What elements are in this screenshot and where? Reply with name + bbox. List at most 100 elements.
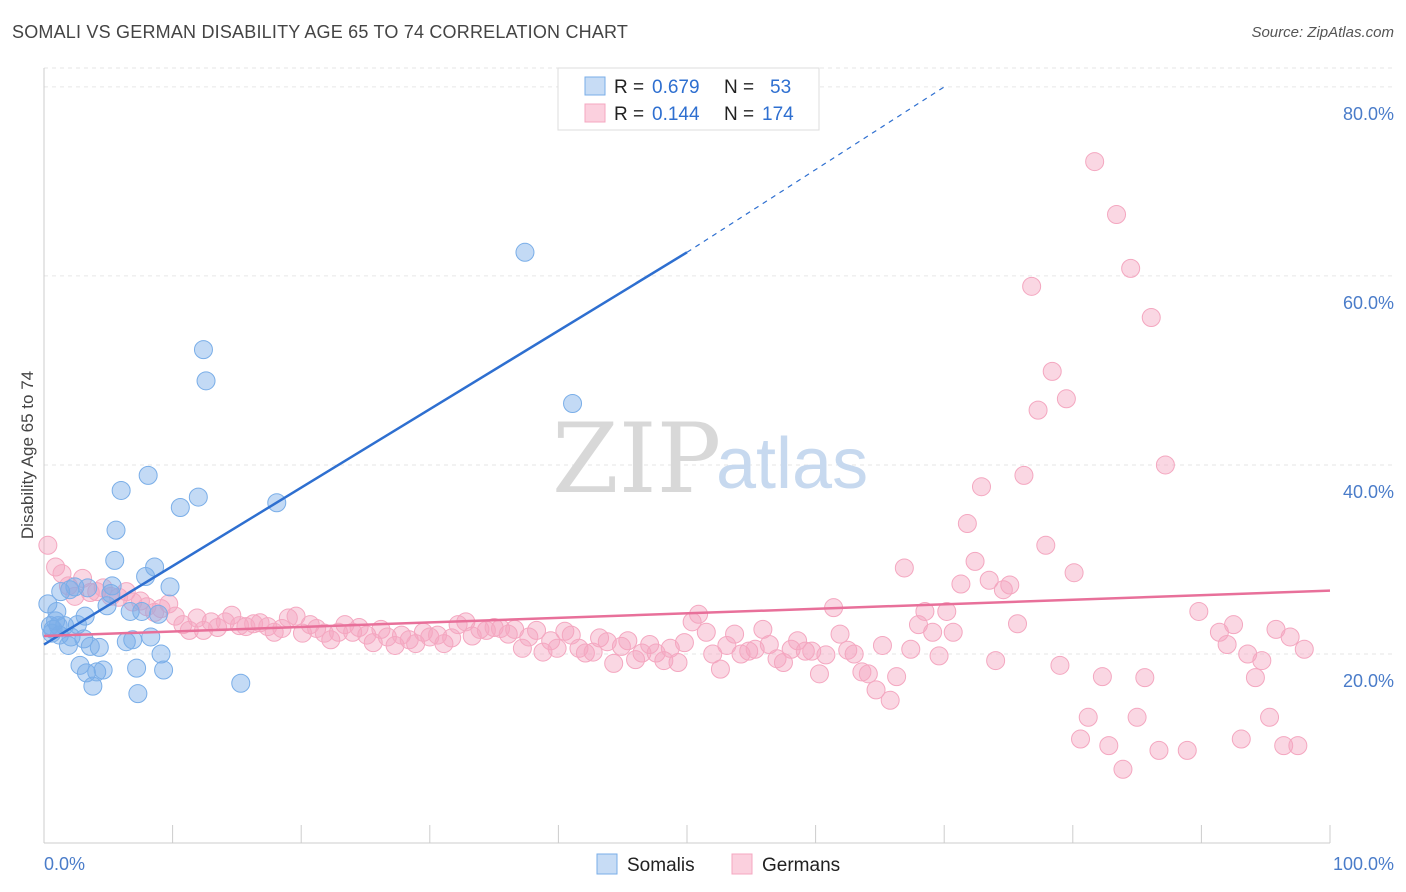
german-point (802, 641, 822, 661)
somali-point (151, 644, 171, 664)
german-point (838, 640, 858, 660)
german-point (731, 644, 751, 664)
german-point (809, 664, 829, 684)
somali-point (515, 242, 535, 262)
german-point (597, 632, 617, 652)
german-point (1064, 563, 1084, 583)
german-point (583, 642, 603, 662)
legend-german-r-value: 0.144 (652, 104, 700, 125)
german-point (208, 618, 228, 638)
somali-point (106, 520, 126, 540)
german-point (858, 664, 878, 684)
german-point (1274, 736, 1294, 756)
legend: R = 0.679 N = 53 R = 0.144 N = 174 (557, 67, 820, 131)
somali-point (102, 576, 122, 596)
german-points (38, 152, 1314, 779)
german-point (788, 631, 808, 651)
somali-point (78, 578, 98, 598)
german-point (286, 606, 306, 626)
somali-trendline-extension (686, 86, 945, 253)
german-point (519, 627, 539, 647)
german-point (1217, 635, 1237, 655)
german-point (462, 626, 482, 646)
legend-german-swatch (584, 103, 606, 123)
german-point (901, 639, 921, 659)
german-point (512, 638, 532, 658)
german-point (1141, 308, 1161, 328)
legend-somali-r-label: R = (614, 77, 644, 98)
german-point (1085, 152, 1105, 172)
german-point (943, 622, 963, 642)
legend-german-n-value: 174 (762, 104, 794, 125)
german-point (668, 652, 688, 672)
german-point (951, 574, 971, 594)
german-point (328, 622, 348, 642)
somali-point (196, 371, 216, 391)
german-point (484, 618, 504, 638)
german-point (187, 608, 207, 628)
source-label: Source: ZipAtlas.com (1251, 24, 1394, 41)
legend-somali-r-value: 0.679 (652, 77, 700, 98)
german-point (420, 627, 440, 647)
german-point (887, 667, 907, 687)
german-point (434, 634, 454, 654)
x-tick-label-max: 100.0% (1333, 854, 1394, 874)
somali-trendline (43, 251, 688, 646)
somali-point (132, 601, 152, 621)
somali-point (231, 673, 251, 693)
german-point (703, 644, 723, 664)
somali-point (70, 655, 90, 675)
somali-point (193, 340, 213, 360)
german-point (979, 570, 999, 590)
german-point (385, 635, 405, 655)
german-point (533, 642, 553, 662)
german-point (575, 643, 595, 663)
somali-point (127, 658, 147, 678)
german-point (1294, 639, 1314, 659)
german-point (527, 620, 547, 640)
somali-point (87, 662, 107, 682)
german-point (957, 514, 977, 534)
german-point (349, 618, 369, 638)
x-tick-label-min: 0.0% (44, 854, 85, 874)
german-point (222, 605, 242, 625)
somali-point (93, 660, 113, 680)
german-point (236, 617, 256, 637)
german-point (1189, 601, 1209, 621)
legend-somali-n-value: 53 (770, 77, 791, 98)
german-point (1008, 614, 1028, 634)
somali-point (83, 676, 103, 696)
somali-point (154, 660, 174, 680)
german-point (1127, 707, 1147, 727)
german-point (1092, 667, 1112, 687)
german-point (541, 631, 561, 651)
somali-point (111, 480, 131, 500)
somali-point (120, 601, 140, 621)
german-point (1149, 740, 1169, 760)
german-point (1000, 575, 1020, 595)
y-tick-label-80: 80.0% (1343, 104, 1394, 124)
gridlines (44, 67, 1392, 655)
legend-german-r-label: R = (614, 104, 644, 125)
german-point (1022, 276, 1042, 296)
german-point (1056, 389, 1076, 409)
german-point (965, 551, 985, 571)
somali-point (188, 487, 208, 507)
german-point (852, 662, 872, 682)
german-point (866, 680, 886, 700)
somali-point (47, 601, 67, 621)
german-point (830, 624, 850, 644)
german-point (300, 615, 320, 635)
somali-point (128, 684, 148, 704)
german-point (971, 477, 991, 497)
somali-point (105, 550, 125, 570)
watermark: ZIP atlas (552, 403, 868, 515)
y-tick-label-60: 60.0% (1343, 293, 1394, 313)
bottom-legend-german-label: Germans (762, 855, 840, 876)
german-point (844, 644, 864, 664)
german-point (547, 638, 567, 658)
german-point (1121, 258, 1141, 278)
german-point (739, 641, 759, 661)
german-point (618, 631, 638, 651)
